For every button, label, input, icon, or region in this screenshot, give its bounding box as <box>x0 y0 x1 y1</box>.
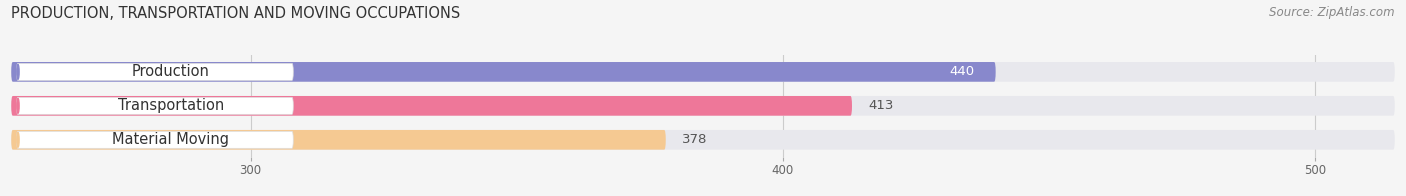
FancyBboxPatch shape <box>11 130 666 150</box>
Text: PRODUCTION, TRANSPORTATION AND MOVING OCCUPATIONS: PRODUCTION, TRANSPORTATION AND MOVING OC… <box>11 6 461 21</box>
FancyBboxPatch shape <box>17 131 294 148</box>
Text: Production: Production <box>132 64 209 79</box>
FancyBboxPatch shape <box>11 62 1395 82</box>
FancyBboxPatch shape <box>11 96 1395 116</box>
FancyBboxPatch shape <box>11 62 995 82</box>
Circle shape <box>17 132 20 147</box>
Circle shape <box>17 98 20 113</box>
Circle shape <box>17 64 20 79</box>
FancyBboxPatch shape <box>17 97 294 114</box>
FancyBboxPatch shape <box>11 96 852 116</box>
Text: 440: 440 <box>949 65 974 78</box>
Text: Source: ZipAtlas.com: Source: ZipAtlas.com <box>1270 6 1395 19</box>
Text: Transportation: Transportation <box>118 98 224 113</box>
Text: 413: 413 <box>868 99 893 112</box>
Text: 378: 378 <box>682 133 707 146</box>
FancyBboxPatch shape <box>17 63 294 80</box>
Text: Material Moving: Material Moving <box>112 132 229 147</box>
FancyBboxPatch shape <box>11 130 1395 150</box>
